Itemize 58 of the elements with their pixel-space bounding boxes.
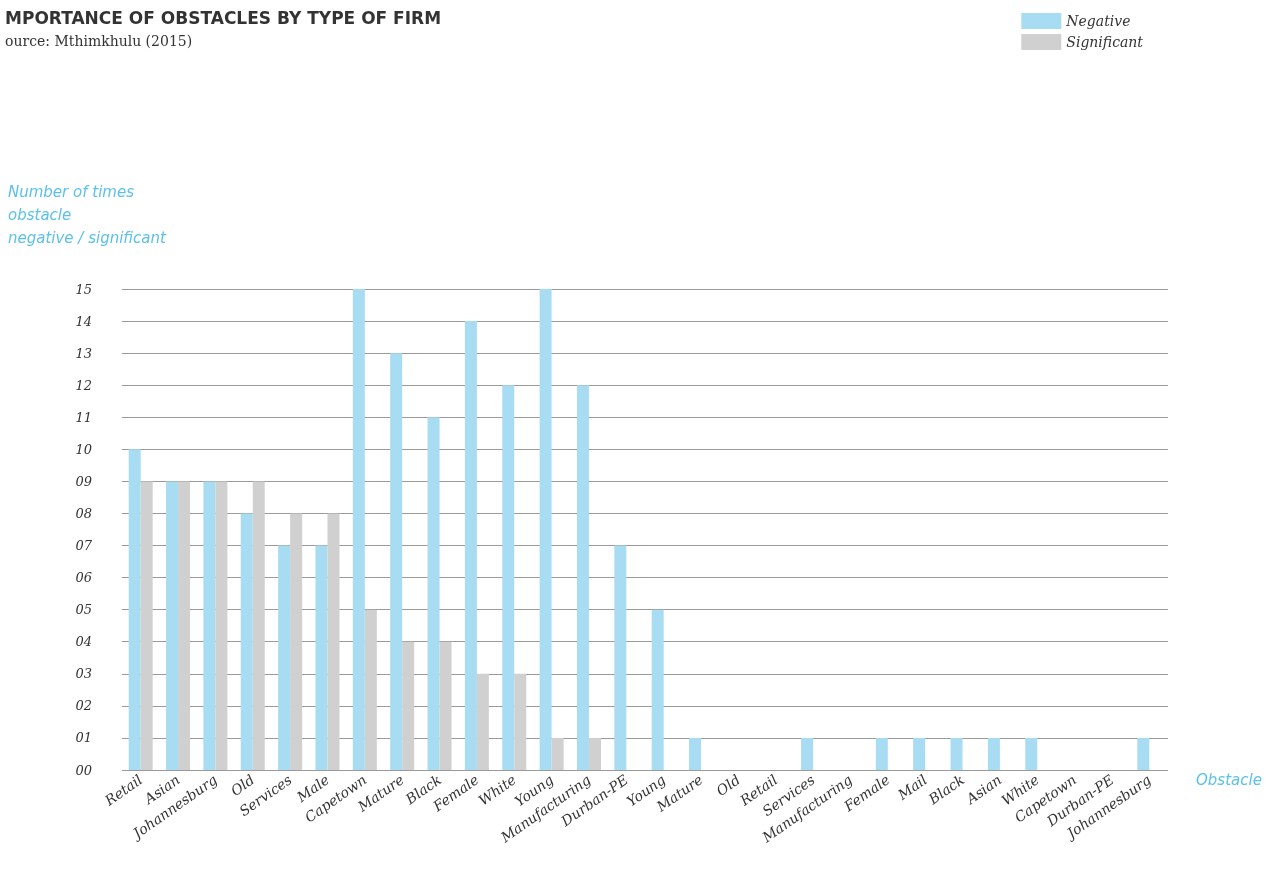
y-tick-label: 00 [75,762,92,778]
bar [178,481,191,770]
bar [140,481,153,770]
bar [1137,737,1150,770]
y-tick-label: 13 [75,345,92,361]
bar [502,385,515,770]
legend-label: Significant [1066,34,1144,50]
y-axis-title: Number of times obstacle negative / significant [8,182,168,247]
bar [689,737,702,770]
bar [987,737,1000,770]
bar [352,289,365,770]
bar [913,737,926,770]
bar [651,609,664,770]
bar [539,289,552,770]
bar [315,545,328,770]
y-tick-label: 14 [75,313,92,329]
y-tick-label: 11 [75,409,92,425]
chart-title: MPORTANCE OF OBSTACLES BY TYPE OF FIRM [5,7,442,28]
bar [327,513,340,770]
y-tick-label: 01 [75,730,92,746]
bar [390,353,403,770]
bar [1025,737,1038,770]
y-tick-label: 10 [75,441,92,457]
bar [364,609,377,770]
bar [875,737,888,770]
y-tick-label: 06 [75,570,92,586]
y-tick-label: 07 [75,538,93,554]
bar [252,481,265,770]
bar [551,737,564,770]
bar [439,641,452,770]
bar [614,545,627,770]
bar [278,545,291,770]
bar [166,481,179,770]
y-tick-label: 02 [75,698,92,714]
bar [801,737,814,770]
bar [203,481,216,770]
y-tick-label: 12 [75,377,92,393]
bar [950,737,963,770]
bar [290,513,303,770]
y-tick-label: 05 [75,602,92,618]
bar [215,481,228,770]
legend-label: Negative [1065,13,1131,29]
bar [588,737,601,770]
y-tick-label: 08 [75,505,92,521]
bar [402,641,415,770]
y-tick-label: 03 [75,666,92,682]
y-tick-label: 15 [75,281,92,297]
bar [128,449,141,770]
bar [476,673,489,770]
bar [427,417,440,770]
bar [240,513,253,770]
bar [576,385,589,770]
x-axis-title: Obstacle [1196,770,1262,789]
y-tick-label: 04 [75,634,92,650]
chart-subtitle: ource: Mthimkhulu (2015) [5,33,193,49]
bar [464,321,477,770]
bar [514,673,527,770]
y-tick-label: 09 [75,473,92,489]
